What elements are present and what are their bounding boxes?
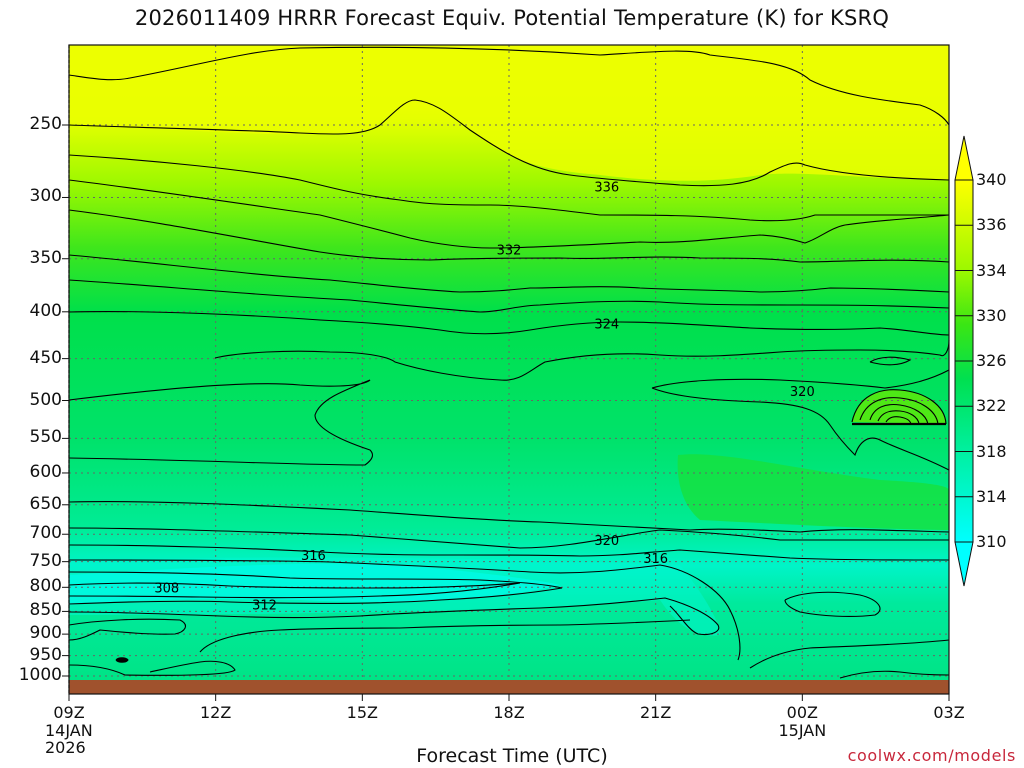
colorbar-label: 336: [976, 215, 1007, 235]
shade-low-cyan: [69, 557, 720, 636]
contour-line: [68, 660, 236, 676]
y-tick-label: 550: [29, 427, 62, 448]
contour-line: [784, 591, 881, 617]
contour-label: 324: [594, 318, 619, 333]
contour-line: [68, 254, 950, 293]
contour-label: 320: [790, 385, 815, 400]
y-tick-label: 500: [29, 389, 62, 410]
contour-line: [68, 46, 950, 126]
contour-line: [68, 582, 521, 599]
x-tick-label: 21Z: [639, 703, 672, 722]
contour-line: [839, 670, 950, 679]
contour-line: [68, 501, 950, 533]
contour-line: [68, 597, 720, 636]
contour-line: [869, 356, 912, 366]
y-tick-label: 750: [29, 550, 62, 571]
contour-line: [68, 544, 950, 561]
contour-line: [749, 639, 950, 669]
contour-label: 320: [594, 534, 619, 549]
contour-label: 336: [594, 181, 619, 196]
shade-warm-lobe-right: [677, 454, 949, 530]
contour-line: [68, 209, 950, 263]
contour-line: [859, 397, 939, 425]
contour-line: [68, 559, 741, 661]
x-date-line: 2026: [45, 738, 86, 757]
contour-line: [68, 571, 563, 605]
y-tick-label: 350: [29, 247, 62, 268]
y-tick-label: 300: [29, 186, 62, 207]
colorbar-label: 314: [976, 486, 1007, 506]
contour-line: [885, 416, 912, 425]
contour-line: [68, 311, 950, 336]
colorbar: [954, 135, 974, 587]
colorbar-label: 326: [976, 351, 1007, 370]
contour-line: [68, 99, 950, 187]
contour-line: [851, 389, 947, 425]
x-tick-label: 03Z: [933, 703, 965, 722]
x-tick-label: 18Z: [493, 703, 525, 722]
credit-text: coolwx.com/models: [847, 746, 1016, 765]
contour-line: [68, 154, 949, 222]
y-tick-label: 600: [29, 461, 62, 482]
contour-labels: 336 332 324 320 320 316 316 308 312: [154, 181, 815, 614]
y-tick-label: 900: [29, 623, 62, 644]
contour-line: [869, 403, 929, 425]
colorbar-label: 310: [976, 532, 1007, 551]
colorbar-label: 334: [976, 260, 1007, 280]
contour-line: [68, 279, 950, 313]
contour-line: [68, 527, 949, 549]
x-axis-label: Forecast Time (UTC): [416, 745, 608, 767]
colorbar-label: 318: [976, 441, 1007, 461]
contour-label: 316: [301, 549, 326, 564]
y-tick-label: 850: [29, 600, 62, 621]
y-tick-label: 700: [29, 523, 62, 544]
contour-line: [68, 379, 374, 466]
y-tick-label: 450: [29, 347, 62, 368]
colorbar-label: 340: [976, 170, 1007, 189]
x-tick-label: 00Z: [786, 703, 818, 722]
contour-line: [68, 179, 950, 249]
y-tick-label: 650: [29, 493, 62, 514]
contour-label: 312: [252, 598, 277, 613]
contour-label: 308: [154, 581, 179, 596]
x-tick-label: 15Z: [346, 703, 378, 722]
y-tick-label: 950: [29, 644, 62, 665]
contour-label: 332: [497, 244, 522, 259]
x-date-line: 15JAN: [778, 721, 827, 740]
ground-strip: [69, 680, 949, 694]
x-tick-label: 12Z: [199, 703, 232, 722]
x-date-line: 14JAN: [45, 721, 93, 740]
colorbar-label: 322: [976, 396, 1007, 416]
contour-lines: [68, 46, 950, 679]
x-tick-marks: [68, 694, 950, 701]
colorbar-label: 330: [976, 305, 1007, 325]
x-date-label: 14JAN 2026: [45, 722, 93, 756]
contour-line: [115, 657, 129, 663]
y-tick-label: 250: [29, 114, 62, 134]
y-tick-label: 800: [29, 576, 62, 597]
y-tick-label: 400: [29, 300, 62, 321]
contour-label: 316: [643, 552, 668, 567]
contour-line: [214, 339, 950, 381]
contour-line: [199, 619, 691, 653]
contour-line: [68, 618, 186, 641]
y-tick-label: 1000: [18, 665, 62, 685]
colorbar-tick-marks: [955, 179, 973, 543]
colorbar-bottom-arrow: [954, 541, 974, 587]
x-date-label: 15JAN: [778, 722, 826, 739]
shade-bubble: [852, 389, 946, 424]
y-tick-marks: [62, 124, 69, 677]
grid-lines: [69, 45, 949, 680]
chart-title: 2026011409 HRRR Forecast Equiv. Potentia…: [134, 6, 890, 30]
colorbar-top-arrow: [954, 135, 974, 181]
contour-line: [877, 410, 920, 425]
x-tick-label: 09Z: [53, 703, 85, 722]
contour-line: [651, 369, 950, 471]
